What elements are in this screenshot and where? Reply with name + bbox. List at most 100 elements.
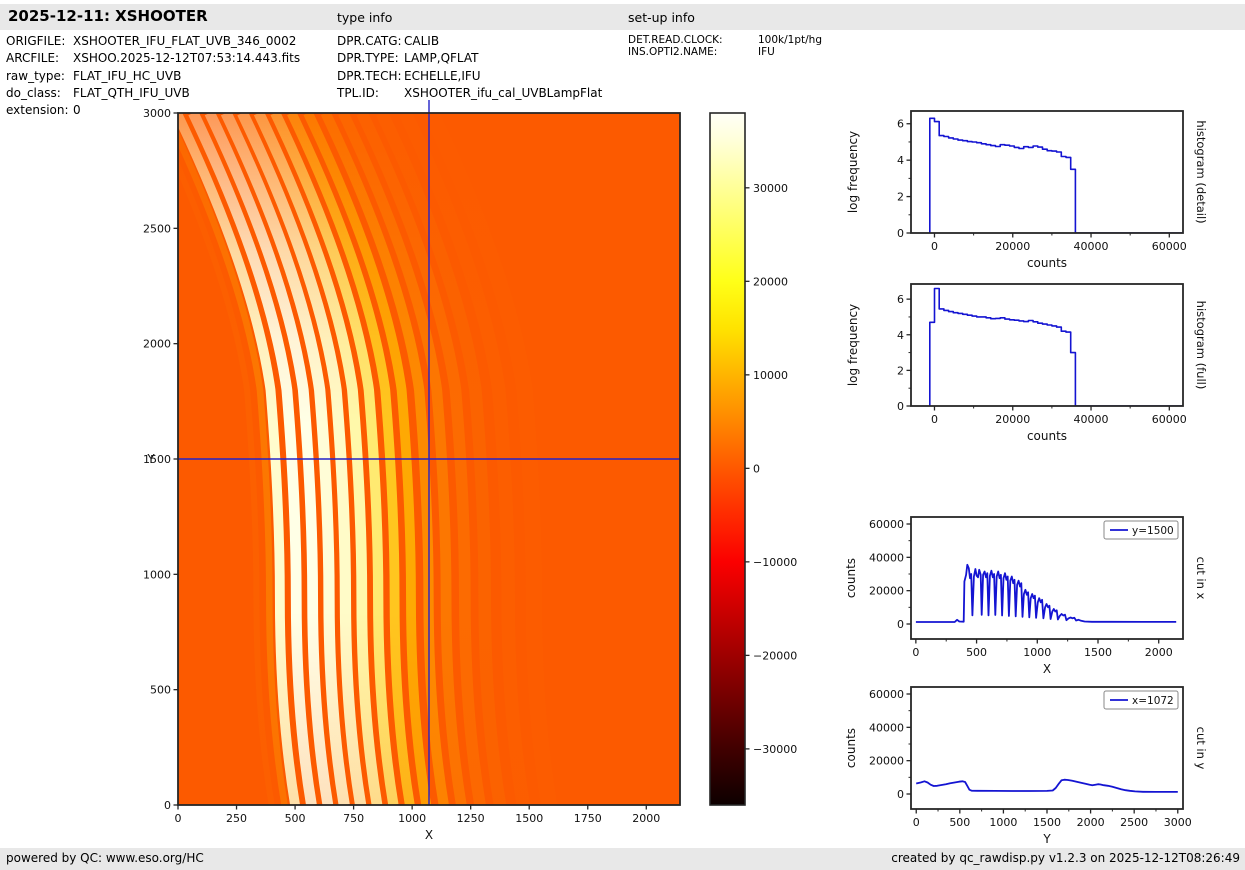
tpl-id-row: TPL.ID: XSHOOTER_ifu_cal_UVBLampFlat	[337, 85, 602, 102]
x-tick-label: 1000	[398, 812, 426, 825]
x-tick-label: 20000	[995, 240, 1030, 253]
right-side-label: histogram (detail)	[1194, 120, 1208, 223]
y-axis-label: counts	[844, 728, 858, 768]
read-clock-label: DET.READ.CLOCK:	[628, 34, 723, 46]
colorbar-tick-label: 10000	[753, 369, 788, 382]
x-tick-label: 500	[966, 646, 987, 659]
arcfile-value: XSHOO.2025-12-12T07:53:14.443.fits	[73, 51, 301, 66]
x-tick-label: 750	[343, 812, 364, 825]
opti2-name-label: INS.OPTI2.NAME:	[628, 45, 718, 58]
y-tick-label: 1500	[143, 453, 171, 466]
hist_detail-series-line	[928, 117, 1183, 233]
type-info-block: DPR.CATG: CALIB DPR.TYPE: LAMP,QFLAT DPR.T…	[337, 33, 602, 102]
rawtype-row: raw_type: FLAT_IFU_HC_UVB	[6, 68, 300, 85]
dpr-type-value: LAMP,QFLAT	[404, 51, 479, 66]
arcfile-row: ARCFILE: XSHOO.2025-12-12T07:53:14.443.fi…	[6, 50, 300, 67]
x-tick-label: 250	[226, 812, 247, 825]
dpr-tech-value: ECHELLE,IFU	[404, 68, 481, 83]
colorbar-tick-label: −20000	[753, 649, 797, 662]
hist_detail-chart: 0 20000 40000 60000 0 2 4 6 counts log frequency h…	[846, 110, 1208, 270]
y-tick-label: 4	[897, 154, 904, 167]
x-tick-label: 1500	[1084, 646, 1112, 659]
header-bar: 2025-12-11: XSHOOTER type info set-up in…	[0, 4, 1245, 30]
x-tick-label: 20000	[995, 413, 1030, 426]
x-tick-label: 0	[175, 812, 182, 825]
origfile-value: XSHOOTER_IFU_FLAT_UVB_346_0002	[73, 34, 297, 48]
hist_detail-frame	[910, 110, 1184, 234]
opti2-name-value: IFU	[758, 45, 775, 58]
colorbar: 30000 20000 10000 0 −10000 −20000 −30000	[709, 112, 797, 806]
cut_y-legend-box	[1103, 690, 1179, 710]
dpr-tech-row: DPR.TECH: ECHELLE,IFU	[337, 68, 602, 85]
colorbar-frame	[709, 112, 746, 806]
colorbar-tick-label: −10000	[753, 556, 797, 569]
setup-info-block: DET.READ.CLOCK: 100k/1pt/hg INS.OPTI2.NAM…	[628, 34, 822, 59]
x-tick-label: 0	[912, 646, 919, 659]
read-clock-row: DET.READ.CLOCK: 100k/1pt/hg	[628, 34, 822, 47]
colorbar-tick-label: 30000	[753, 182, 788, 195]
y-tick-label: 0	[897, 788, 904, 801]
origfile-label: ORIGFILE:	[6, 34, 66, 48]
y-tick-label: 40000	[869, 721, 904, 734]
x-axis-label: counts	[1027, 256, 1067, 270]
x-tick-label: 500	[285, 812, 306, 825]
origfile-row: ORIGFILE: XSHOOTER_IFU_FLAT_UVB_346_0002	[6, 33, 300, 50]
read-clock-value: 100k/1pt/hg	[758, 34, 822, 46]
y-tick-label: 0	[164, 799, 171, 812]
x-tick-label: 2000	[632, 812, 660, 825]
colorbar-gradient	[710, 113, 745, 805]
main-image	[178, 113, 680, 805]
y-tick-label: 0	[897, 227, 904, 240]
legend-label: x=1072	[1132, 695, 1174, 707]
arcfile-label: ARCFILE:	[6, 51, 60, 66]
x-axis-label: X	[1043, 662, 1051, 676]
x-axis-label: Y	[1042, 832, 1051, 846]
rawtype-value: FLAT_IFU_HC_UVB	[73, 68, 182, 83]
y-tick-label: 500	[150, 684, 171, 697]
y-tick-label: 2	[897, 191, 904, 204]
file-info-block: ORIGFILE: XSHOOTER_IFU_FLAT_UVB_346_0002 …	[6, 33, 300, 119]
main-chart: 0 250 500 750 1000 1250 1500 1750 2000 0 500 1000 15…	[143, 100, 681, 842]
cut_y-series-line	[916, 778, 1178, 793]
cut_y-chart: 0 500 1000 1500 2000 2500 3000 0 20000 40000 60000…	[844, 686, 1208, 846]
y-axis-label: log frequency	[846, 304, 860, 386]
hist_full-frame	[910, 283, 1184, 407]
cut_x-series-line	[915, 563, 1177, 623]
y-tick-label: 60000	[869, 688, 904, 701]
right-side-label: cut in y	[1194, 727, 1208, 770]
y-tick-label: 1000	[143, 568, 171, 581]
x-tick-label: 2500	[1120, 816, 1148, 829]
page-title: 2025-12-11: XSHOOTER	[8, 7, 208, 25]
y-tick-label: 0	[897, 618, 904, 631]
cut_x-legend-box	[1103, 520, 1179, 540]
cut_x-frame	[910, 516, 1184, 640]
hist_full-series-line	[928, 287, 1183, 406]
x-tick-label: 0	[931, 413, 938, 426]
dpr-tech-label: DPR.TECH:	[337, 68, 402, 83]
dpr-type-row: DPR.TYPE: LAMP,QFLAT	[337, 50, 602, 67]
y-tick-label: 4	[897, 329, 904, 342]
x-tick-label: 60000	[1152, 413, 1187, 426]
legend-label: y=1500	[1132, 525, 1174, 537]
tpl-id-value: XSHOOTER_ifu_cal_UVBLampFlat	[404, 85, 603, 100]
x-tick-label: 1500	[515, 812, 543, 825]
y-tick-label: 2500	[143, 222, 171, 235]
x-tick-label: 0	[913, 816, 920, 829]
x-tick-label: 2000	[1145, 646, 1173, 659]
x-tick-label: 3000	[1164, 816, 1192, 829]
y-tick-label: 2000	[143, 338, 171, 351]
y-tick-label: 6	[897, 118, 904, 131]
extension-label: extension:	[6, 103, 69, 118]
y-tick-label: 40000	[869, 551, 904, 564]
x-tick-label: 500	[949, 816, 970, 829]
doclass-label: do_class:	[6, 85, 61, 100]
footer-bar: powered by QC: www.eso.org/HC created by…	[0, 848, 1245, 870]
type-info-heading: type info	[337, 10, 393, 25]
x-tick-label: 1500	[1033, 816, 1061, 829]
x-tick-label: 40000	[1074, 240, 1109, 253]
extension-row: extension: 0	[6, 102, 300, 119]
opti2-name-row: INS.OPTI2.NAME: IFU	[628, 45, 822, 59]
x-tick-label: 1250	[457, 812, 485, 825]
